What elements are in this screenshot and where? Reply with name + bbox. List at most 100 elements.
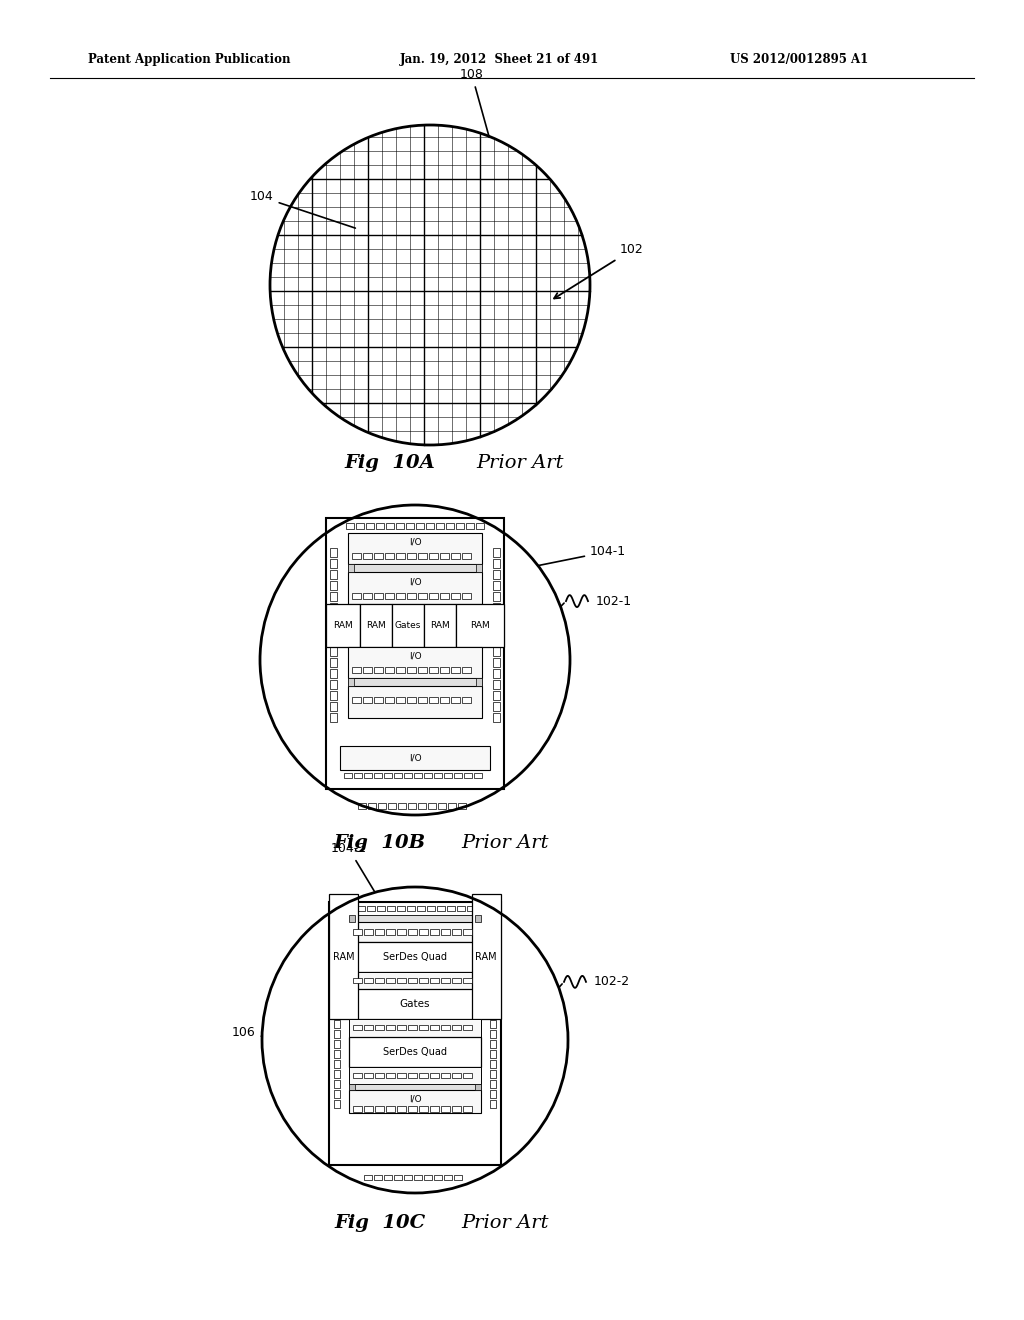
- Bar: [378, 803, 386, 809]
- Bar: [493, 702, 500, 710]
- Text: SerDes Quad: SerDes Quad: [383, 1047, 447, 1056]
- Text: Fig  10C: Fig 10C: [335, 1214, 426, 1232]
- Bar: [366, 523, 374, 528]
- Bar: [493, 647, 500, 656]
- Bar: [489, 1030, 496, 1038]
- Bar: [348, 573, 482, 603]
- Bar: [462, 668, 471, 673]
- Bar: [353, 978, 362, 983]
- Bar: [458, 803, 466, 809]
- Bar: [374, 668, 383, 673]
- Bar: [424, 1175, 431, 1180]
- Bar: [418, 697, 427, 704]
- Bar: [398, 803, 406, 809]
- Bar: [349, 916, 480, 923]
- Text: Gates: Gates: [394, 620, 421, 630]
- Bar: [419, 1026, 428, 1031]
- Bar: [493, 657, 500, 667]
- Text: Prior Art: Prior Art: [461, 1214, 549, 1232]
- Bar: [447, 907, 456, 911]
- Bar: [331, 614, 337, 623]
- Bar: [489, 1049, 496, 1057]
- Bar: [463, 1073, 472, 1078]
- Bar: [387, 907, 395, 911]
- Bar: [334, 1069, 340, 1077]
- Bar: [407, 553, 416, 560]
- Bar: [493, 603, 500, 611]
- Bar: [474, 774, 482, 777]
- Text: RAM: RAM: [430, 620, 450, 630]
- Bar: [475, 564, 482, 573]
- Bar: [463, 929, 472, 935]
- Bar: [436, 523, 443, 528]
- Bar: [384, 1175, 391, 1180]
- Bar: [334, 929, 340, 937]
- Bar: [349, 923, 480, 941]
- Text: I/O: I/O: [409, 539, 421, 546]
- Bar: [334, 940, 340, 948]
- Text: SerDes Quad: SerDes Quad: [383, 952, 447, 962]
- Bar: [334, 1019, 340, 1027]
- Text: 106: 106: [232, 1026, 330, 1053]
- Bar: [466, 523, 474, 528]
- Bar: [414, 774, 422, 777]
- Bar: [326, 603, 359, 647]
- Bar: [331, 647, 337, 656]
- Bar: [441, 978, 451, 983]
- Bar: [376, 929, 384, 935]
- Bar: [489, 920, 496, 928]
- Text: I/O: I/O: [409, 577, 421, 586]
- Bar: [348, 686, 482, 718]
- Bar: [347, 907, 355, 911]
- Bar: [409, 929, 418, 935]
- Bar: [493, 636, 500, 644]
- Bar: [440, 553, 449, 560]
- Text: Fig  10A: Fig 10A: [345, 454, 435, 473]
- Bar: [440, 668, 449, 673]
- Bar: [493, 614, 500, 623]
- Bar: [493, 591, 500, 601]
- Bar: [414, 1175, 422, 1180]
- Bar: [475, 1084, 480, 1090]
- Bar: [463, 978, 472, 983]
- Bar: [430, 929, 439, 935]
- Bar: [365, 929, 374, 935]
- Bar: [349, 1084, 480, 1090]
- Bar: [451, 697, 460, 704]
- Bar: [428, 803, 436, 809]
- Bar: [334, 949, 340, 957]
- Bar: [443, 1175, 452, 1180]
- Bar: [348, 678, 354, 686]
- Bar: [489, 1069, 496, 1077]
- Bar: [348, 647, 482, 678]
- Bar: [352, 553, 360, 560]
- Bar: [462, 593, 471, 599]
- Bar: [331, 581, 337, 590]
- Bar: [386, 1073, 395, 1078]
- Bar: [453, 1106, 462, 1113]
- Bar: [397, 1073, 407, 1078]
- Bar: [429, 697, 438, 704]
- Bar: [471, 895, 501, 1019]
- Bar: [493, 558, 500, 568]
- Bar: [340, 746, 490, 771]
- Bar: [437, 907, 445, 911]
- Bar: [334, 960, 340, 968]
- Bar: [493, 581, 500, 590]
- Bar: [386, 929, 395, 935]
- Text: 102-2: 102-2: [594, 975, 630, 989]
- Bar: [418, 593, 427, 599]
- Bar: [430, 1026, 439, 1031]
- Bar: [456, 523, 464, 528]
- Bar: [424, 774, 432, 777]
- Bar: [348, 564, 354, 573]
- Text: RAM: RAM: [366, 620, 386, 630]
- Bar: [365, 1073, 374, 1078]
- Bar: [394, 774, 401, 777]
- Bar: [349, 1036, 480, 1067]
- Bar: [418, 907, 425, 911]
- Ellipse shape: [262, 887, 568, 1193]
- Text: 104: 104: [250, 190, 355, 228]
- Text: RAM: RAM: [470, 620, 489, 630]
- Bar: [464, 774, 472, 777]
